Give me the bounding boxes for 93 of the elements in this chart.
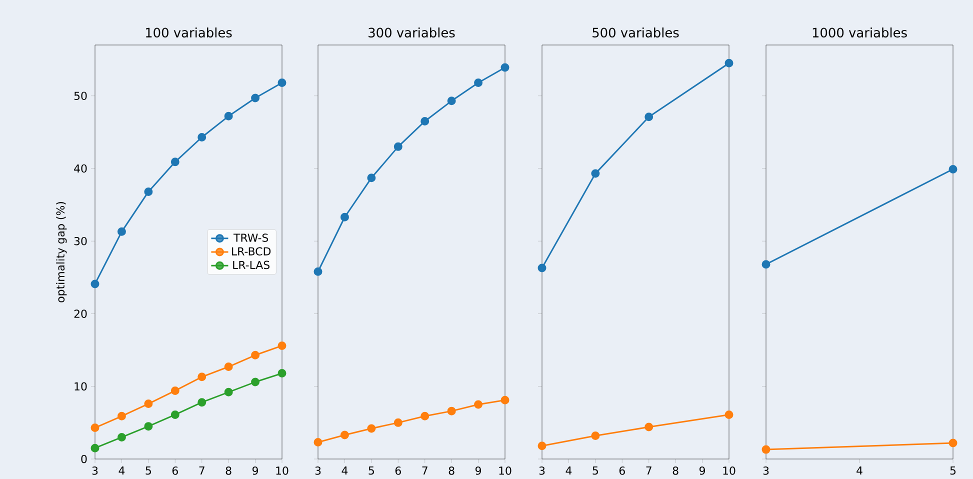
x-tick-label: 3 bbox=[92, 466, 98, 475]
point bbox=[367, 424, 376, 433]
x-tick-label: 7 bbox=[646, 466, 652, 475]
y-axis-title: optimality gap (%) bbox=[56, 202, 67, 302]
x-tick-label: 9 bbox=[475, 466, 482, 475]
y-tick-label: 0 bbox=[81, 454, 87, 464]
point bbox=[251, 378, 260, 386]
point bbox=[224, 362, 233, 372]
x-tick-label: 3 bbox=[315, 466, 321, 475]
point bbox=[394, 142, 402, 151]
point bbox=[314, 438, 322, 447]
point bbox=[117, 432, 126, 442]
x-tick-label: 4 bbox=[342, 466, 348, 475]
point bbox=[170, 410, 180, 419]
chart-title: 300 variables bbox=[368, 27, 455, 38]
x-tick-label: 4 bbox=[118, 466, 125, 475]
x-tick-label: 6 bbox=[172, 466, 178, 475]
legend-label: TRW-S bbox=[233, 234, 268, 242]
point bbox=[144, 400, 153, 408]
point bbox=[644, 112, 654, 122]
point bbox=[500, 396, 510, 404]
point bbox=[314, 267, 322, 276]
x-tick-label: 9 bbox=[699, 466, 706, 475]
x-tick-label: 7 bbox=[422, 466, 428, 475]
point bbox=[340, 212, 349, 222]
point bbox=[644, 422, 654, 432]
point bbox=[724, 58, 734, 68]
point bbox=[447, 406, 456, 416]
chart-title: 1000 variables bbox=[812, 27, 907, 38]
point bbox=[474, 400, 483, 409]
point bbox=[762, 445, 770, 454]
x-tick-label: 4 bbox=[566, 466, 572, 475]
x-tick-label: 6 bbox=[619, 466, 625, 475]
x-tick-label: 5 bbox=[146, 466, 151, 475]
point bbox=[278, 78, 286, 88]
point bbox=[224, 112, 233, 120]
x-tick-label: 5 bbox=[592, 466, 598, 475]
point bbox=[198, 132, 206, 142]
point bbox=[394, 418, 402, 427]
legend-label: LR-BCD bbox=[232, 247, 271, 256]
point bbox=[474, 78, 483, 88]
point bbox=[144, 422, 153, 431]
point bbox=[591, 432, 600, 440]
y-tick-label: 10 bbox=[74, 382, 87, 391]
point bbox=[724, 410, 734, 419]
point bbox=[447, 96, 456, 106]
point bbox=[278, 341, 286, 350]
y-tick-label: 20 bbox=[74, 310, 87, 318]
x-tick-label: 3 bbox=[539, 466, 545, 475]
point bbox=[367, 174, 376, 182]
point bbox=[340, 430, 349, 440]
point bbox=[170, 386, 180, 395]
point bbox=[90, 280, 100, 288]
legend-label: LR-LAS bbox=[233, 260, 270, 270]
x-tick-label: 9 bbox=[252, 466, 258, 475]
point bbox=[90, 424, 100, 432]
point bbox=[117, 412, 126, 420]
y-tick-label: 50 bbox=[74, 92, 87, 100]
point bbox=[90, 444, 100, 452]
y-tick-label: 30 bbox=[74, 236, 87, 246]
point bbox=[278, 369, 286, 378]
point bbox=[948, 164, 958, 174]
x-tick-label: 8 bbox=[672, 466, 678, 475]
point bbox=[117, 227, 126, 236]
point bbox=[500, 63, 510, 72]
x-tick-label: 3 bbox=[763, 466, 769, 475]
point bbox=[538, 264, 546, 272]
x-tick-label: 5 bbox=[368, 466, 374, 475]
point bbox=[420, 412, 430, 420]
x-tick-label: 4 bbox=[856, 466, 862, 475]
x-tick-label: 8 bbox=[448, 466, 454, 475]
point bbox=[251, 350, 260, 360]
point bbox=[144, 187, 153, 196]
point bbox=[198, 372, 206, 382]
point bbox=[224, 388, 233, 396]
chart-title: 100 variables bbox=[146, 27, 232, 38]
point bbox=[948, 438, 958, 448]
x-tick-label: 6 bbox=[395, 466, 401, 475]
x-tick-label: 10 bbox=[499, 466, 512, 475]
point bbox=[420, 117, 430, 126]
chart-title: 500 variables bbox=[592, 27, 679, 38]
point bbox=[198, 398, 206, 407]
x-tick-label: 7 bbox=[199, 466, 204, 475]
x-tick-label: 5 bbox=[950, 466, 956, 475]
x-tick-label: 8 bbox=[226, 466, 232, 475]
point bbox=[591, 169, 600, 178]
x-tick-label: 10 bbox=[276, 466, 288, 475]
point bbox=[170, 158, 180, 166]
y-tick-label: 40 bbox=[74, 164, 87, 173]
point bbox=[762, 260, 770, 269]
point bbox=[538, 442, 546, 450]
x-tick-label: 10 bbox=[723, 466, 736, 475]
point bbox=[251, 94, 260, 102]
